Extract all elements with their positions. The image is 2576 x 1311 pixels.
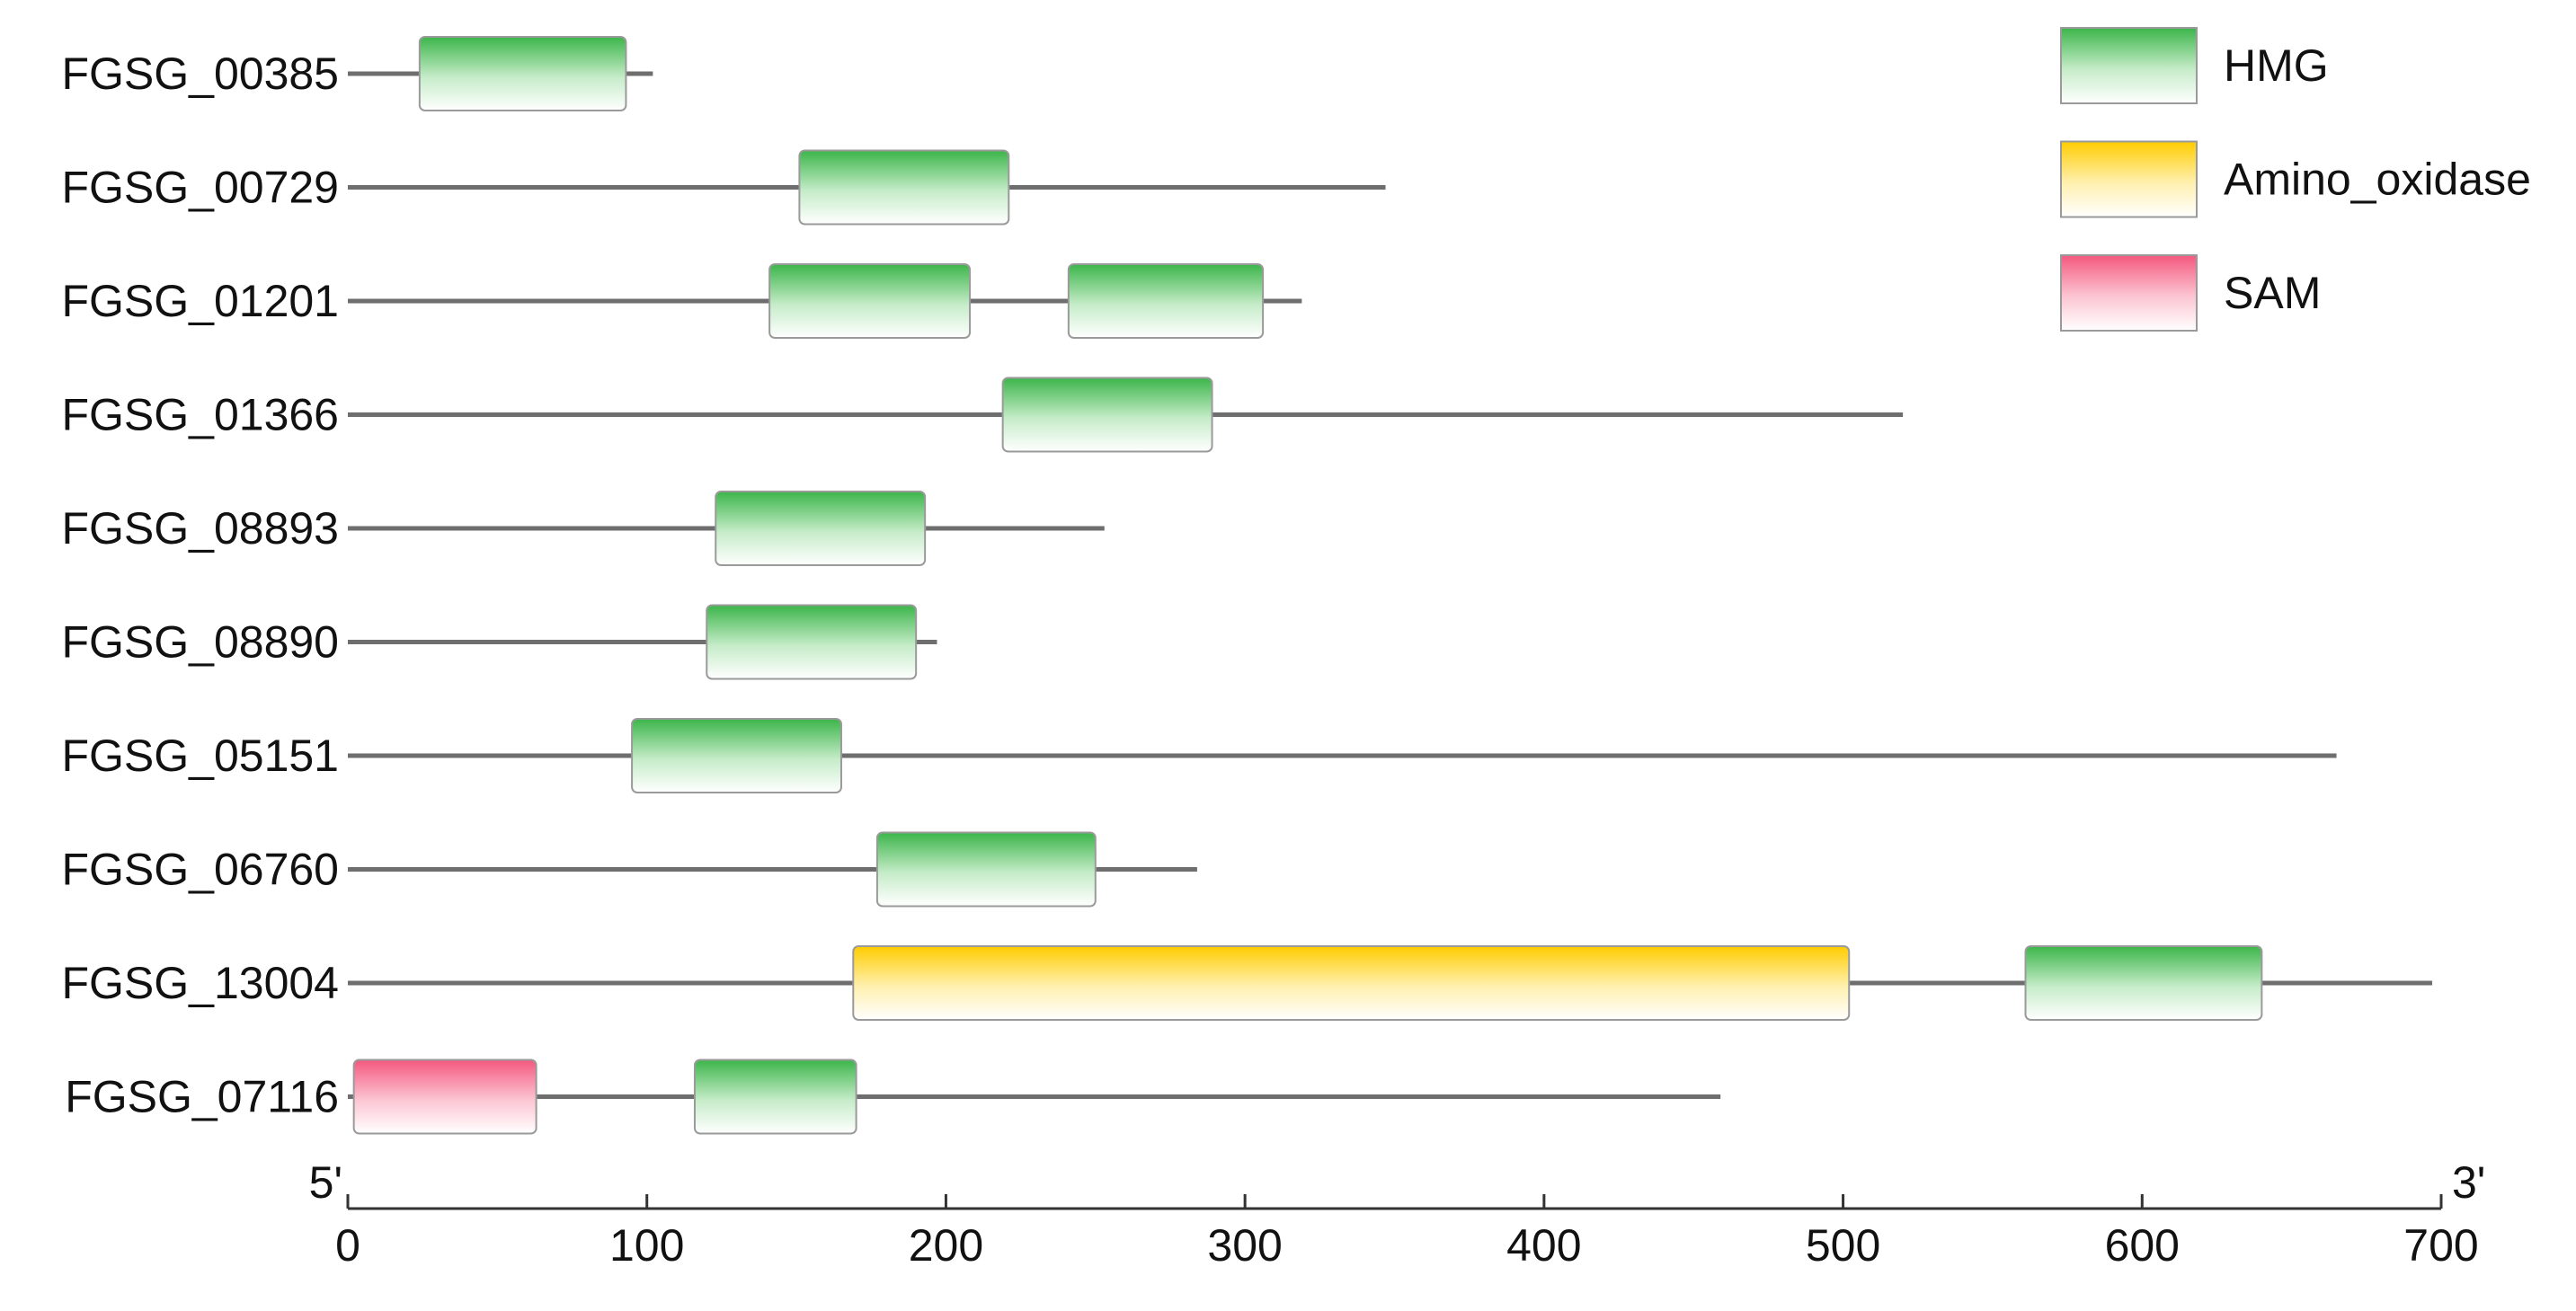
tick-label: 100: [609, 1220, 684, 1271]
gene-row: FGSG_00385: [61, 36, 653, 111]
gene-row: FGSG_06760: [61, 831, 1197, 908]
gene-label: FGSG_00729: [61, 163, 339, 213]
domain-hmg: [706, 604, 918, 680]
gene-row: FGSG_01201: [61, 263, 1302, 339]
gene-label: FGSG_01201: [61, 276, 339, 326]
gene-row: FGSG_05151: [61, 718, 2337, 793]
five-prime-label: 5': [309, 1157, 342, 1208]
legend-swatch: [2060, 140, 2198, 218]
legend-label: SAM: [2224, 268, 2321, 318]
gene-label: FGSG_05151: [61, 731, 339, 781]
domain-hmg: [418, 36, 627, 111]
gene-label: FGSG_08890: [61, 617, 339, 668]
legend-item: HMG: [2060, 27, 2329, 104]
gene-row: FGSG_00729: [61, 149, 1386, 226]
legend-swatch: [2060, 254, 2198, 332]
gene-label: FGSG_13004: [61, 958, 339, 1008]
gene-label: FGSG_01366: [61, 390, 339, 440]
gene-label: FGSG_06760: [61, 845, 339, 895]
legend-item: Amino_oxidase: [2060, 140, 2531, 218]
domain-hmg: [715, 491, 927, 566]
domain-hmg: [1001, 376, 1213, 453]
domain-hmg: [693, 1059, 857, 1135]
tick-label: 600: [2105, 1220, 2180, 1271]
gene-tracks: FGSG_00385 FGSG_00729 FGSG_01201 FGSG_01366…: [61, 36, 2433, 1135]
legend-label: Amino_oxidase: [2224, 155, 2531, 205]
domain-hmg: [768, 263, 972, 339]
domain-sam: [352, 1059, 537, 1135]
legend: HMG Amino_oxidase SAM: [2060, 27, 2531, 332]
legend-label: HMG: [2224, 40, 2329, 91]
domain-hmg: [1067, 263, 1265, 339]
gene-label: FGSG_08893: [61, 503, 339, 554]
position-axis: 0 100 200 300 400 500 600 700 5' 3': [309, 1157, 2486, 1271]
domain-hmg: [631, 718, 842, 793]
gene-row: FGSG_13004: [61, 945, 2433, 1021]
gene-row: FGSG_08890: [61, 604, 937, 680]
three-prime-label: 3': [2452, 1157, 2485, 1208]
domain-amino-oxidase: [852, 945, 1851, 1021]
gene-row: FGSG_08893: [61, 491, 1105, 566]
tick-label: 500: [1806, 1220, 1880, 1271]
tick-label: 300: [1207, 1220, 1282, 1271]
domain-hmg: [875, 831, 1097, 908]
domain-hmg: [2024, 945, 2263, 1021]
tick-label: 700: [2403, 1220, 2478, 1271]
tick-label: 200: [909, 1220, 983, 1271]
gene-label: FGSG_00385: [61, 49, 339, 99]
tick-label: 400: [1506, 1220, 1581, 1271]
legend-swatch: [2060, 27, 2198, 104]
tick-label: 0: [335, 1220, 360, 1271]
domain-hmg: [798, 149, 1010, 226]
gene-row: FGSG_07116: [65, 1059, 1721, 1135]
gene-label: FGSG_07116: [65, 1072, 339, 1122]
gene-row: FGSG_01366: [61, 376, 1904, 453]
legend-item: SAM: [2060, 254, 2321, 332]
